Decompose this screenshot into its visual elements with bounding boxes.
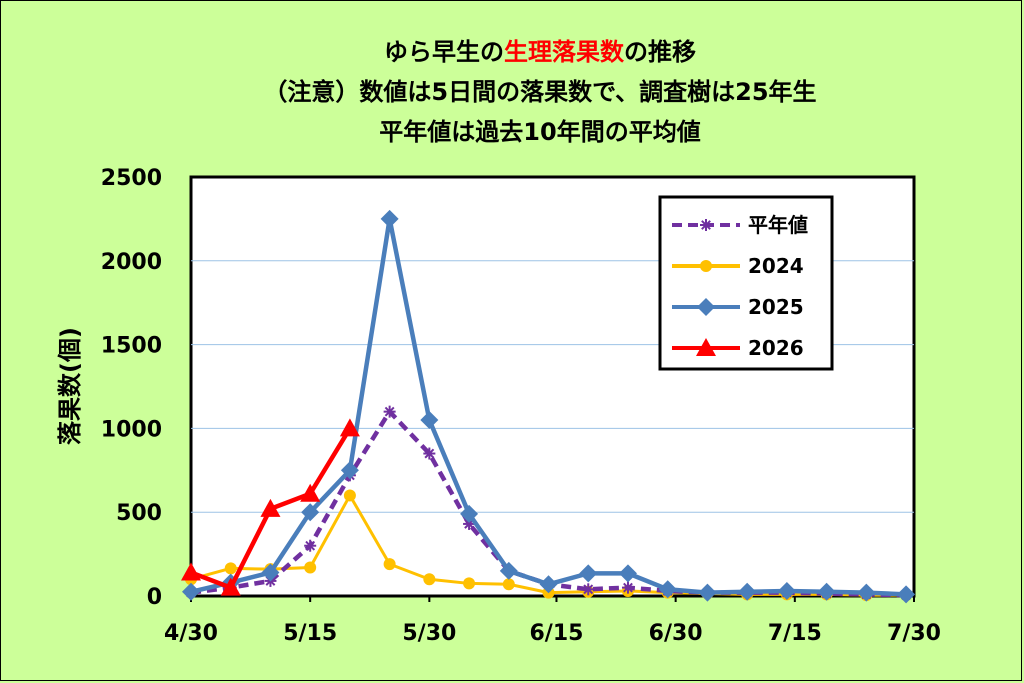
data-point [261,563,280,582]
data-point [423,573,436,586]
data-point [460,504,479,523]
data-point [618,564,637,583]
series-group [181,209,916,604]
data-point [181,562,201,581]
title-segment: 平年値は過去10年間の平均値 [379,118,700,146]
series-2026 [181,418,360,596]
y-tick-label: 0 [147,585,162,610]
data-point [224,562,237,575]
legend-label: 2025 [748,295,804,319]
data-point [696,338,716,356]
legend-item: 2024 [672,254,804,278]
data-point [304,561,317,574]
data-point [700,260,712,272]
data-point [339,418,360,437]
title-line: （注意）数値は5日間の落果数で、調査樹は25年生 [263,78,816,106]
data-point [182,582,200,601]
title-segment: の推移 [624,38,696,66]
data-point [463,577,476,590]
data-point [621,581,634,594]
x-tick-label: 5/30 [402,621,456,646]
x-tick-label: 7/15 [768,621,822,646]
data-point [343,489,356,502]
legend-label: 平年値 [748,213,808,237]
y-axis-label: 落果数(個) [56,327,84,445]
data-point [423,447,436,460]
legend-item: 2026 [672,336,804,360]
title-line: 平年値は過去10年間の平均値 [379,118,700,146]
chart-title: ゆら早生の生理落果数の推移 （注意）数値は5日間の落果数で、調査樹は25年生平年値… [263,38,816,146]
data-point [777,581,796,600]
title-segment: 生理落果数 [504,38,625,66]
y-tick-label: 2000 [101,250,162,275]
y-tick-label: 2500 [101,166,162,191]
data-point [383,558,396,571]
x-tick-label: 4/30 [164,621,218,646]
legend-label: 2026 [748,336,804,360]
data-point [857,583,876,602]
legend-item: 2025 [672,295,804,319]
x-tick-label: 7/30 [887,621,941,646]
y-tick-label: 1000 [101,417,162,442]
data-point [658,580,677,599]
data-point [304,539,317,552]
data-point [260,498,281,517]
data-point [738,582,757,601]
data-point [301,503,320,522]
y-tick-label: 1500 [101,334,162,359]
x-tick-label: 6/30 [649,621,703,646]
series-2025 [182,209,916,604]
data-point [499,561,518,580]
data-point [220,577,241,596]
data-point [383,405,396,418]
data-point [502,578,515,591]
data-point [582,583,595,596]
x-tick-label: 6/15 [529,621,583,646]
y-axis-ticks: 0 500 1000 1500 2000 2500 [101,166,162,610]
x-axis-ticks: 4/30 5/15 5/30 6/15 6/30 7/15 7/30 [164,596,941,646]
data-point [817,582,836,601]
data-point [700,219,712,231]
data-point [340,461,359,480]
data-point [420,411,439,430]
title-segment: ゆら早生の [384,38,504,66]
legend: 平年値 2024 2025 2026 [658,195,834,371]
y-tick-label: 500 [116,501,162,526]
title-line: ゆら早生の生理落果数の推移 [384,38,696,66]
data-point [579,564,598,583]
data-point [300,483,321,502]
data-point [697,298,715,316]
data-point [698,583,717,602]
title-segment: （注意）数値は5日間の落果数で、調査樹は25年生 [263,78,816,106]
data-point [539,575,558,594]
x-tick-label: 5/15 [283,621,337,646]
data-point [380,209,399,228]
legend-item: 平年値 [672,213,808,237]
legend-label: 2024 [748,254,804,278]
data-point [897,585,916,604]
